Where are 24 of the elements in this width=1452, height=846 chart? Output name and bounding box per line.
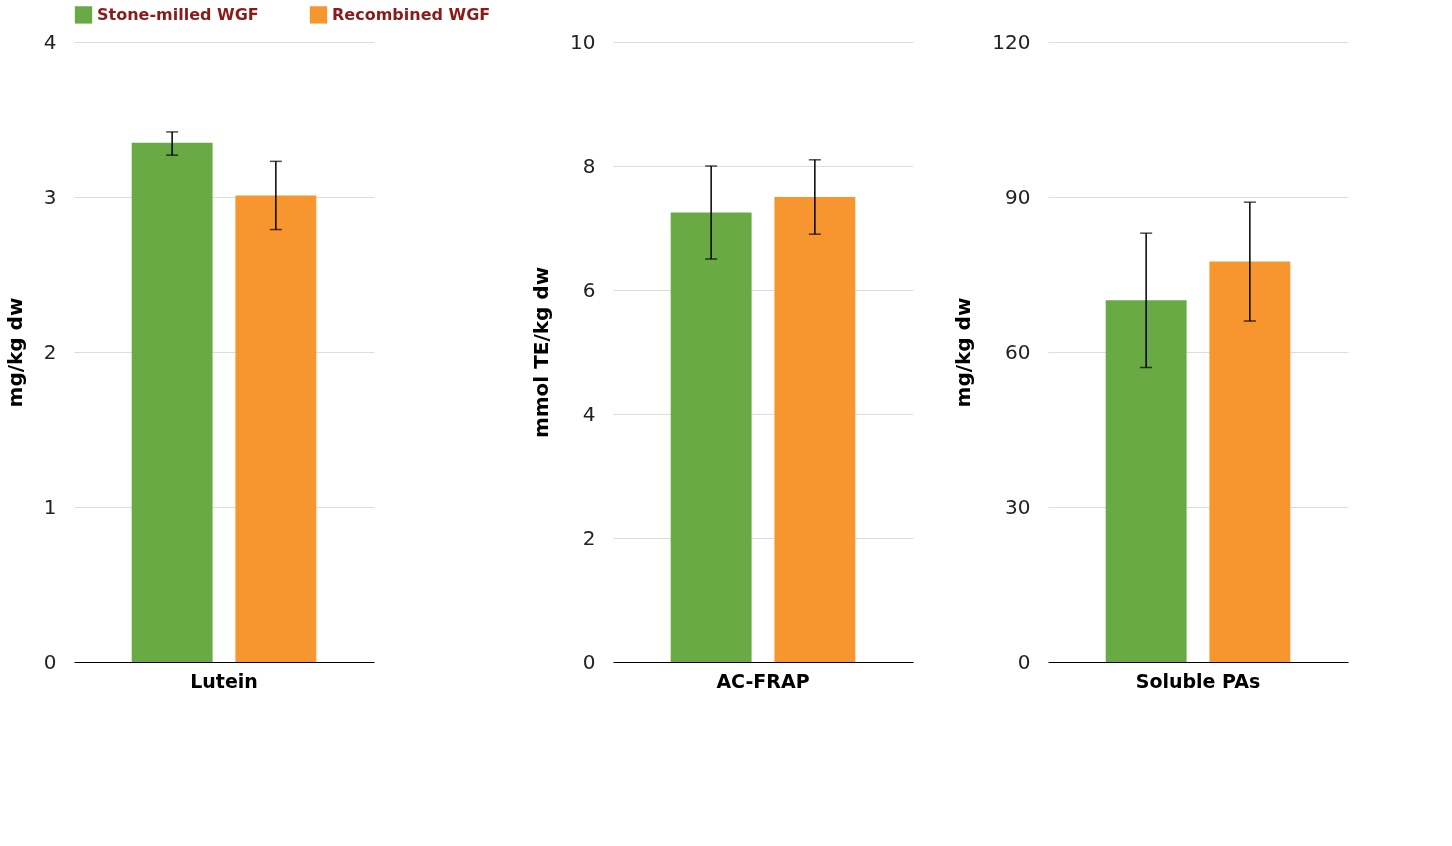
- legend-label: Stone-milled WGF: [97, 4, 259, 24]
- y-tick-label: 60: [1005, 339, 1031, 364]
- legend-label: Recombined WGF: [332, 4, 491, 24]
- y-tick-label: 0: [43, 649, 57, 674]
- x-tick-label: AC-FRAP: [716, 669, 810, 692]
- y-tick-label: 2: [43, 339, 57, 364]
- y-tick-label: 2: [582, 525, 596, 550]
- y-tick-label: 0: [582, 649, 596, 674]
- y-tick-label: 30: [1005, 494, 1031, 519]
- y-tick-label: 8: [582, 153, 596, 178]
- y-axis-title: mg/kg dw: [951, 297, 976, 408]
- y-tick-label: 4: [43, 29, 57, 54]
- y-tick-label: 1: [43, 494, 57, 519]
- y-axis-title: mg/kg dw: [2, 297, 27, 408]
- x-tick-label: Lutein: [190, 669, 258, 692]
- y-tick-label: 6: [582, 277, 596, 302]
- y-tick-label: 120: [992, 29, 1031, 54]
- y-tick-label: 10: [570, 29, 596, 54]
- y-tick-label: 0: [1017, 649, 1031, 674]
- x-tick-label: Soluble PAs: [1135, 669, 1261, 692]
- y-tick-label: 90: [1005, 184, 1031, 209]
- y-axis-title: mmol TE/kg dw: [529, 266, 554, 439]
- y-tick-label: 3: [43, 184, 57, 209]
- y-tick-label: 4: [582, 401, 596, 426]
